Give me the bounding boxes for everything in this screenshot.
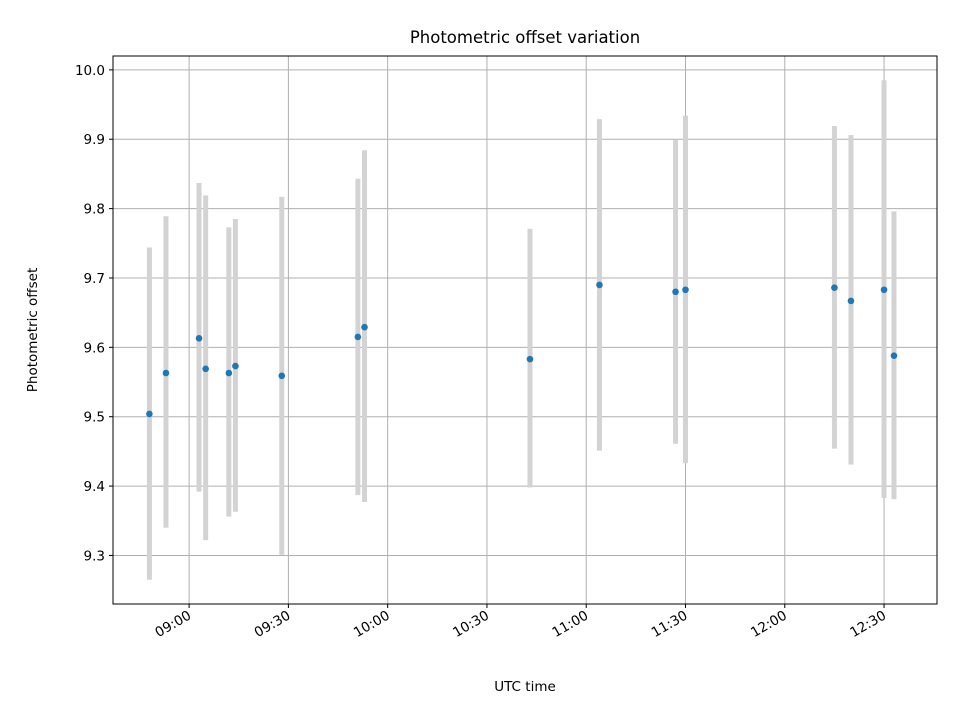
y-tick-label: 9.5	[84, 410, 105, 426]
y-tick-label: 9.4	[84, 479, 105, 495]
x-tick-label: 12:30	[847, 608, 889, 641]
data-point	[596, 281, 603, 289]
data-point	[232, 362, 239, 370]
data-point	[672, 288, 679, 296]
x-tick-label: 09:30	[252, 608, 294, 641]
data-point	[890, 352, 898, 359]
y-tick-label: 9.3	[84, 548, 105, 564]
plot-frame	[112, 55, 938, 605]
x-tick-label: 09:00	[152, 608, 194, 641]
data-point	[225, 369, 233, 377]
x-tick-label: 11:00	[550, 608, 592, 641]
data-layer	[146, 80, 898, 580]
x-tick-label: 11:30	[649, 608, 691, 641]
data-point	[202, 365, 209, 373]
data-point	[831, 284, 838, 291]
data-point	[354, 333, 362, 341]
data-point	[146, 410, 153, 418]
y-axis-label: Photometric offset	[25, 268, 41, 392]
data-point	[278, 372, 286, 380]
data-point	[361, 323, 368, 331]
data-point	[195, 335, 203, 342]
x-tick-label: 10:00	[351, 608, 393, 641]
data-point	[162, 369, 170, 377]
data-point	[847, 297, 855, 305]
data-point	[682, 286, 689, 294]
x-tick-label: 12:00	[748, 608, 790, 641]
y-tick-label: 10.0	[75, 63, 105, 79]
data-point	[526, 355, 534, 363]
x-axis-label: UTC time	[494, 679, 556, 695]
chart-title: Photometric offset variation	[410, 28, 640, 47]
y-tick-label: 9.7	[84, 271, 105, 287]
data-point	[880, 286, 888, 294]
y-tick-label: 9.8	[84, 202, 105, 218]
x-tick-label: 10:30	[450, 608, 492, 641]
y-tick-label: 9.6	[84, 340, 105, 356]
y-tick-label: 9.9	[84, 132, 105, 148]
